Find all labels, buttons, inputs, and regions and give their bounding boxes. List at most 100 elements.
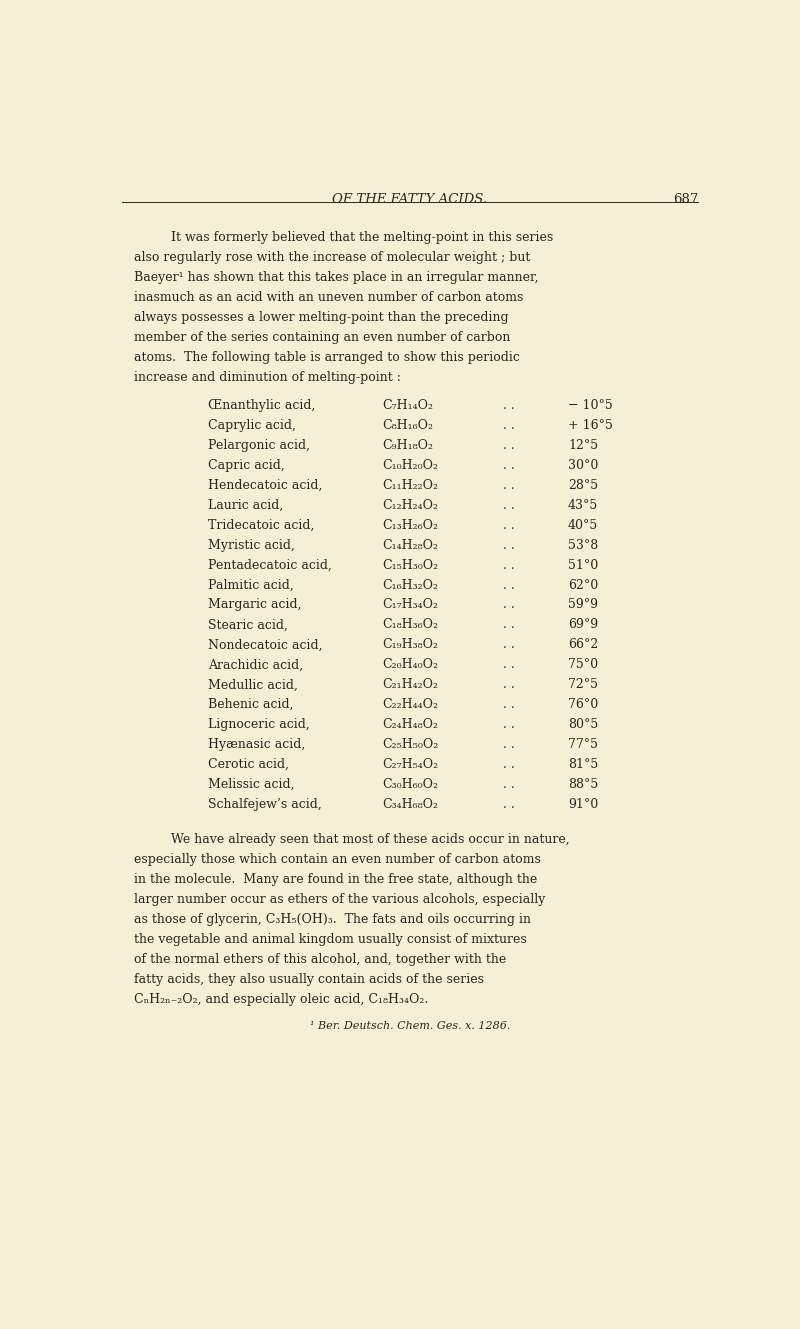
Text: . .: . .: [503, 658, 514, 671]
Text: ¹ Ber. Deutsch. Chem. Ges. x. 1286.: ¹ Ber. Deutsch. Chem. Ges. x. 1286.: [310, 1021, 510, 1031]
Text: Palmitic acid,: Palmitic acid,: [209, 578, 294, 591]
Text: Hyænasic acid,: Hyænasic acid,: [209, 738, 306, 751]
Text: inasmuch as an acid with an uneven number of carbon atoms: inasmuch as an acid with an uneven numbe…: [134, 291, 523, 304]
Text: . .: . .: [503, 558, 514, 571]
Text: C₁₁H₂₂O₂: C₁₁H₂₂O₂: [382, 478, 438, 492]
Text: 75°0: 75°0: [568, 658, 598, 671]
Text: C₁₈H₃₆O₂: C₁₈H₃₆O₂: [382, 618, 438, 631]
Text: . .: . .: [503, 419, 514, 432]
Text: atoms.  The following table is arranged to show this periodic: atoms. The following table is arranged t…: [134, 351, 520, 364]
Text: Medullic acid,: Medullic acid,: [209, 678, 298, 691]
Text: C₃₀H₆₀O₂: C₃₀H₆₀O₂: [382, 777, 438, 791]
Text: . .: . .: [503, 498, 514, 512]
Text: . .: . .: [503, 698, 514, 711]
Text: 62°0: 62°0: [568, 578, 598, 591]
Text: 40°5: 40°5: [568, 518, 598, 532]
Text: 12°5: 12°5: [568, 439, 598, 452]
Text: C₁₃H₂₆O₂: C₁₃H₂₆O₂: [382, 518, 438, 532]
Text: . .: . .: [503, 459, 514, 472]
Text: C₂₁H₄₂O₂: C₂₁H₄₂O₂: [382, 678, 438, 691]
Text: as those of glycerin, C₃H₅(OH)₃.  The fats and oils occurring in: as those of glycerin, C₃H₅(OH)₃. The fat…: [134, 913, 531, 926]
Text: . .: . .: [503, 678, 514, 691]
Text: larger number occur as ethers of the various alcohols, especially: larger number occur as ethers of the var…: [134, 893, 546, 906]
Text: Melissic acid,: Melissic acid,: [209, 777, 295, 791]
Text: 28°5: 28°5: [568, 478, 598, 492]
Text: 687: 687: [673, 193, 698, 206]
Text: Arachidic acid,: Arachidic acid,: [209, 658, 304, 671]
Text: C₁₄H₂₈O₂: C₁₄H₂₈O₂: [382, 538, 438, 552]
Text: C₁₀H₂₀O₂: C₁₀H₂₀O₂: [382, 459, 438, 472]
Text: 80°5: 80°5: [568, 718, 598, 731]
Text: Schalfejew’s acid,: Schalfejew’s acid,: [209, 797, 322, 811]
Text: increase and diminution of melting-point :: increase and diminution of melting-point…: [134, 371, 401, 384]
Text: 91°0: 91°0: [568, 797, 598, 811]
Text: C₈H₁₆O₂: C₈H₁₆O₂: [382, 419, 433, 432]
Text: Pentadecatoic acid,: Pentadecatoic acid,: [209, 558, 332, 571]
Text: C₁₉H₃₈O₂: C₁₉H₃₈O₂: [382, 638, 438, 651]
Text: member of the series containing an even number of carbon: member of the series containing an even …: [134, 331, 510, 344]
Text: Œnanthylic acid,: Œnanthylic acid,: [209, 399, 316, 412]
Text: 51°0: 51°0: [568, 558, 598, 571]
Text: Stearic acid,: Stearic acid,: [209, 618, 288, 631]
Text: . .: . .: [503, 738, 514, 751]
Text: Margaric acid,: Margaric acid,: [209, 598, 302, 611]
Text: Cerotic acid,: Cerotic acid,: [209, 758, 290, 771]
Text: C₉H₁₈O₂: C₉H₁₈O₂: [382, 439, 433, 452]
Text: especially those which contain an even number of carbon atoms: especially those which contain an even n…: [134, 853, 541, 867]
Text: C₂₇H₅₄O₂: C₂₇H₅₄O₂: [382, 758, 438, 771]
Text: . .: . .: [503, 797, 514, 811]
Text: fatty acids, they also usually contain acids of the series: fatty acids, they also usually contain a…: [134, 973, 484, 986]
Text: always possesses a lower melting-point than the preceding: always possesses a lower melting-point t…: [134, 311, 509, 324]
Text: C₂₅H₅₀O₂: C₂₅H₅₀O₂: [382, 738, 438, 751]
Text: Behenic acid,: Behenic acid,: [209, 698, 294, 711]
Text: . .: . .: [503, 439, 514, 452]
Text: 76°0: 76°0: [568, 698, 598, 711]
Text: 88°5: 88°5: [568, 777, 598, 791]
Text: We have already seen that most of these acids occur in nature,: We have already seen that most of these …: [171, 833, 570, 847]
Text: It was formerly believed that the melting-point in this series: It was formerly believed that the meltin…: [171, 231, 554, 245]
Text: . .: . .: [503, 538, 514, 552]
Text: C₂₂H₄₄O₂: C₂₂H₄₄O₂: [382, 698, 438, 711]
Text: 59°9: 59°9: [568, 598, 598, 611]
Text: C₂₀H₄₀O₂: C₂₀H₄₀O₂: [382, 658, 438, 671]
Text: . .: . .: [503, 598, 514, 611]
Text: OF THE FATTY ACIDS.: OF THE FATTY ACIDS.: [333, 193, 487, 206]
Text: − 10°5: − 10°5: [568, 399, 613, 412]
Text: in the molecule.  Many are found in the free state, although the: in the molecule. Many are found in the f…: [134, 873, 538, 886]
Text: the vegetable and animal kingdom usually consist of mixtures: the vegetable and animal kingdom usually…: [134, 933, 527, 946]
Text: also regularly rose with the increase of molecular weight ; but: also regularly rose with the increase of…: [134, 251, 530, 264]
Text: Nondecatoic acid,: Nondecatoic acid,: [209, 638, 323, 651]
Text: Lauric acid,: Lauric acid,: [209, 498, 284, 512]
Text: . .: . .: [503, 518, 514, 532]
Text: . .: . .: [503, 718, 514, 731]
Text: . .: . .: [503, 618, 514, 631]
Text: Pelargonic acid,: Pelargonic acid,: [209, 439, 310, 452]
Text: Hendecatoic acid,: Hendecatoic acid,: [209, 478, 323, 492]
Text: C₃₄H₆₈O₂: C₃₄H₆₈O₂: [382, 797, 438, 811]
Text: C₁₆H₃₂O₂: C₁₆H₃₂O₂: [382, 578, 438, 591]
Text: . .: . .: [503, 758, 514, 771]
Text: C₁₇H₃₄O₂: C₁₇H₃₄O₂: [382, 598, 438, 611]
Text: 66°2: 66°2: [568, 638, 598, 651]
Text: . .: . .: [503, 478, 514, 492]
Text: Caprylic acid,: Caprylic acid,: [209, 419, 296, 432]
Text: Baeyer¹ has shown that this takes place in an irregular manner,: Baeyer¹ has shown that this takes place …: [134, 271, 538, 284]
Text: of the normal ethers of this alcohol, and, together with the: of the normal ethers of this alcohol, an…: [134, 953, 506, 966]
Text: 30°0: 30°0: [568, 459, 598, 472]
Text: . .: . .: [503, 399, 514, 412]
Text: . .: . .: [503, 777, 514, 791]
Text: C₁₅H₃₀O₂: C₁₅H₃₀O₂: [382, 558, 438, 571]
Text: 69°9: 69°9: [568, 618, 598, 631]
Text: Capric acid,: Capric acid,: [209, 459, 286, 472]
Text: Tridecatoic acid,: Tridecatoic acid,: [209, 518, 315, 532]
Text: C₇H₁₄O₂: C₇H₁₄O₂: [382, 399, 433, 412]
Text: CₙH₂ₙ₋₂O₂, and especially oleic acid, C₁₈H₃₄O₂.: CₙH₂ₙ₋₂O₂, and especially oleic acid, C₁…: [134, 993, 428, 1006]
Text: Lignoceric acid,: Lignoceric acid,: [209, 718, 310, 731]
Text: + 16°5: + 16°5: [568, 419, 613, 432]
Text: C₂₄H₄₈O₂: C₂₄H₄₈O₂: [382, 718, 438, 731]
Text: 53°8: 53°8: [568, 538, 598, 552]
Text: 43°5: 43°5: [568, 498, 598, 512]
Text: 77°5: 77°5: [568, 738, 598, 751]
Text: . .: . .: [503, 578, 514, 591]
Text: 81°5: 81°5: [568, 758, 598, 771]
